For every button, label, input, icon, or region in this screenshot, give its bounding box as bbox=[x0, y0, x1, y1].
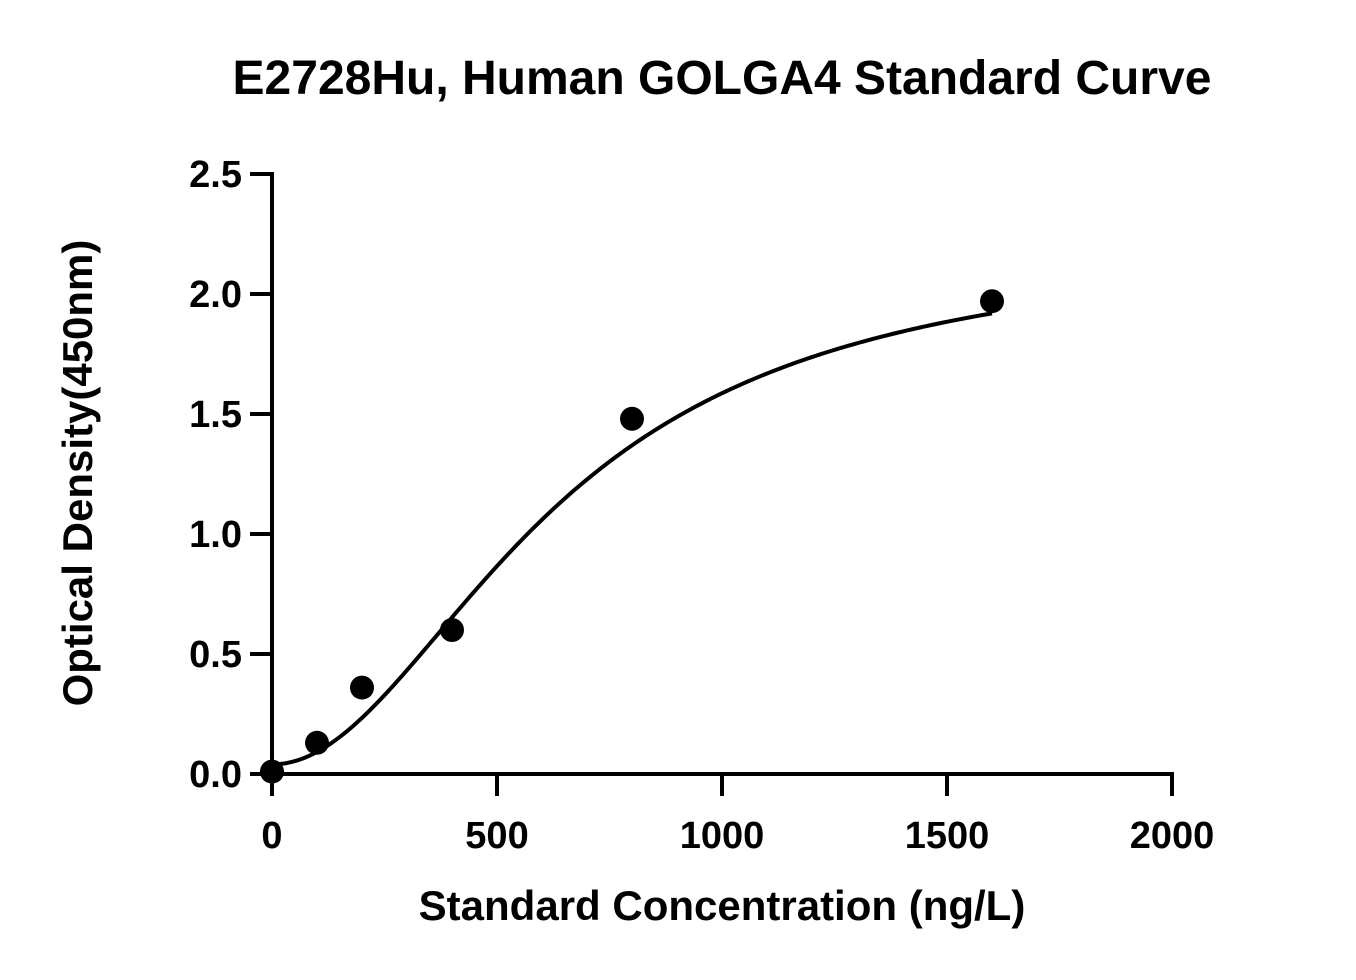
data-point bbox=[620, 406, 644, 431]
x-tick-label: 0 bbox=[261, 815, 282, 857]
y-tick-label: 0.0 bbox=[189, 754, 242, 796]
chart-title: E2728Hu, Human GOLGA4 Standard Curve bbox=[233, 52, 1212, 105]
x-tick-label: 1500 bbox=[905, 815, 990, 857]
data-point bbox=[350, 675, 374, 700]
data-point bbox=[440, 618, 464, 642]
y-tick-label: 2.0 bbox=[189, 274, 242, 316]
data-point bbox=[980, 289, 1004, 314]
y-tick-label: 1.0 bbox=[189, 514, 242, 556]
y-axis-ticks: 0.0 0.5 1.0 1.5 2.0 2.5 bbox=[189, 154, 272, 796]
axes bbox=[270, 172, 1174, 776]
data-points bbox=[260, 289, 1004, 784]
x-tick-label: 500 bbox=[465, 815, 528, 857]
data-point bbox=[260, 759, 284, 784]
x-tick-label: 2000 bbox=[1130, 815, 1215, 857]
y-tick-label: 2.5 bbox=[189, 154, 242, 196]
x-axis-label: Standard Concentration (ng/L) bbox=[419, 882, 1026, 929]
x-tick-label: 1000 bbox=[680, 815, 765, 857]
fit-curve bbox=[271, 311, 993, 767]
y-axis-label: Optical Density(450nm) bbox=[54, 240, 101, 707]
y-tick-label: 0.5 bbox=[189, 634, 242, 676]
data-point bbox=[305, 730, 329, 755]
y-tick-label: 1.5 bbox=[189, 394, 242, 436]
x-axis-ticks: 0 500 1000 1500 2000 bbox=[261, 774, 1214, 857]
